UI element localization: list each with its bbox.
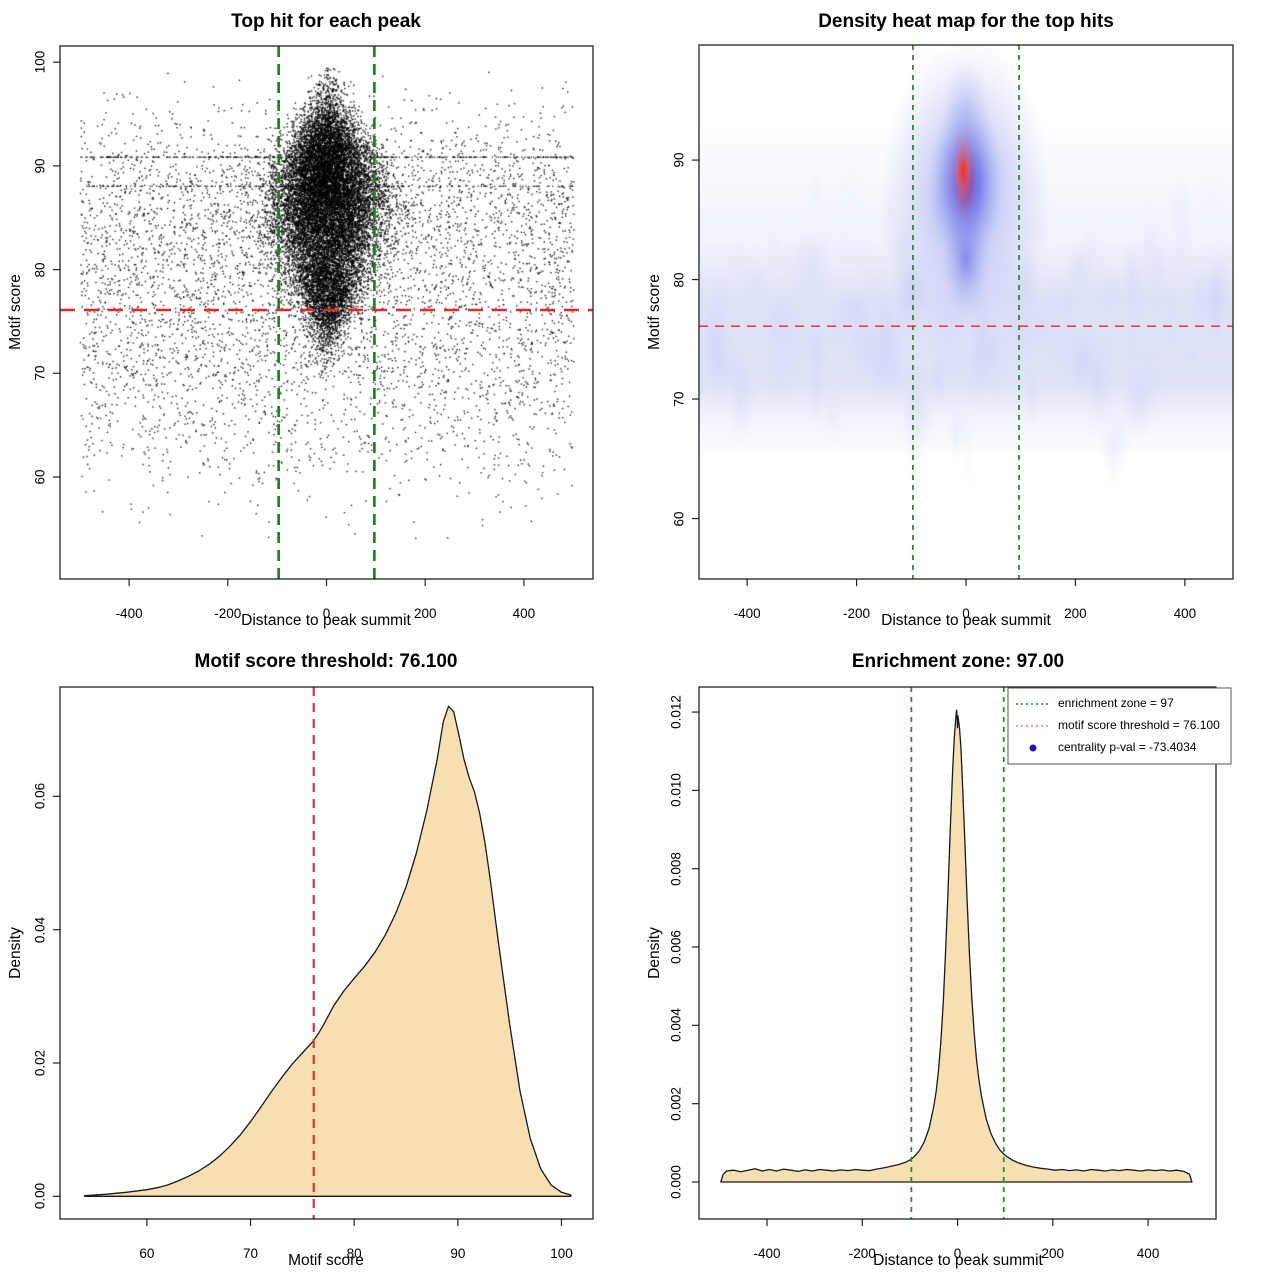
x-tick-label: 0 xyxy=(322,606,331,621)
x-tick-label: -200 xyxy=(214,606,242,621)
y-tick-label: 90 xyxy=(671,152,687,168)
legend-item-label: enrichment zone = 97 xyxy=(1058,696,1174,710)
x-tick-label: -200 xyxy=(843,606,871,621)
y-axis-label-density-r: Density xyxy=(646,927,663,979)
x-tick-label: 200 xyxy=(1041,1246,1065,1261)
y-tick-label: 0.008 xyxy=(668,851,684,886)
y-tick-label: 0.010 xyxy=(668,773,684,808)
density-curve xyxy=(720,709,1193,1183)
x-tick-label: 0 xyxy=(953,1246,962,1261)
x-axis-label-score: Motif score xyxy=(288,1252,364,1269)
y-tick-label: 90 xyxy=(32,158,48,174)
y-tick-label: 100 xyxy=(32,50,48,74)
y-tick-label: 60 xyxy=(32,469,48,485)
y-tick-label: 70 xyxy=(32,365,48,381)
y-tick-label: 80 xyxy=(32,262,48,278)
panel-title-score-density: Motif score threshold: 76.100 xyxy=(194,651,458,672)
y-tick-label: 0.04 xyxy=(32,916,48,943)
y-tick-label: 0.004 xyxy=(668,1008,684,1043)
legend-item-label: centrality p-val = -73.4034 xyxy=(1058,740,1197,754)
x-tick-label: 200 xyxy=(1064,606,1087,621)
plot-box xyxy=(59,686,594,1220)
y-axis-label-heatmap: Motif score xyxy=(646,274,663,350)
x-tick-label: 400 xyxy=(1173,606,1197,621)
density-curve xyxy=(84,705,572,1197)
x-tick-label: 80 xyxy=(346,1246,362,1261)
x-tick-label: -400 xyxy=(115,606,143,621)
y-tick-label: 0.02 xyxy=(32,1049,48,1077)
x-tick-label: 0 xyxy=(962,606,970,621)
x-tick-label: -200 xyxy=(848,1246,876,1261)
y-tick-label: 0.002 xyxy=(668,1086,684,1121)
y-tick-label: 60 xyxy=(671,511,687,527)
y-tick-label: 0.012 xyxy=(668,695,684,729)
plot-box xyxy=(59,45,594,580)
x-tick-label: 200 xyxy=(413,606,437,621)
legend-box xyxy=(1007,687,1232,765)
x-tick-label: 70 xyxy=(243,1246,259,1261)
y-tick-label: 0.06 xyxy=(32,783,48,810)
x-tick-label: 90 xyxy=(450,1246,466,1261)
y-tick-label: 0.006 xyxy=(668,930,684,964)
y-tick-label: 70 xyxy=(671,391,687,407)
x-tick-label: -400 xyxy=(753,1246,781,1261)
x-tick-label: 400 xyxy=(512,606,536,621)
x-tick-label: 400 xyxy=(1136,1246,1160,1261)
y-axis-label-density-l: Density xyxy=(7,927,24,979)
panel-title-enrichment: Enrichment zone: 97.00 xyxy=(851,651,1065,672)
x-tick-label: 100 xyxy=(550,1246,573,1261)
y-tick-label: 0.00 xyxy=(32,1183,48,1210)
y-axis-label-scatter: Motif score xyxy=(7,274,24,350)
y-tick-label: 80 xyxy=(671,272,687,288)
legend-swatch-dot xyxy=(1029,744,1037,752)
x-tick-label: 60 xyxy=(139,1246,155,1261)
legend-item-label: motif score threshold = 76.100 xyxy=(1058,718,1220,732)
plot-box xyxy=(698,44,1234,580)
y-tick-label: 0.000 xyxy=(668,1165,684,1199)
panel-title-top-hit: Top hit for each peak xyxy=(231,11,421,32)
x-tick-label: -400 xyxy=(733,606,761,621)
x-axis-label-scatter: Distance to peak summit xyxy=(241,612,411,629)
x-axis-label-distance: Distance to peak summit xyxy=(873,1252,1043,1269)
x-axis-label-heatmap: Distance to peak summit xyxy=(881,612,1051,629)
panel-title-heatmap: Density heat map for the top hits xyxy=(818,11,1114,32)
